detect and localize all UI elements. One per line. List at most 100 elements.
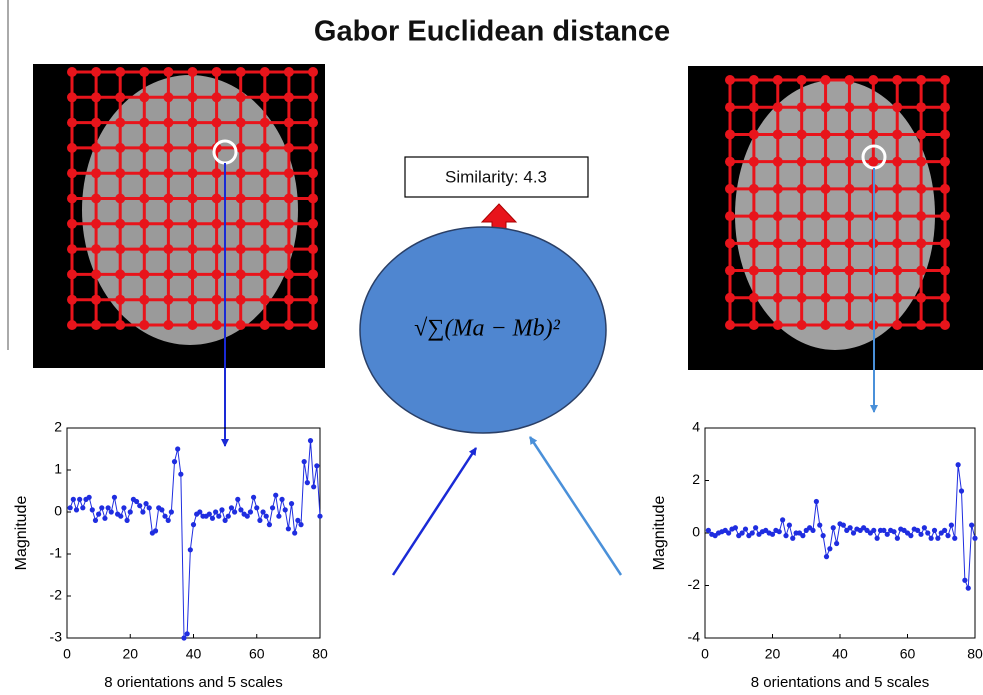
point — [80, 505, 86, 511]
grid-node — [772, 129, 783, 140]
grid-node — [892, 75, 903, 85]
grid-node — [725, 320, 735, 330]
point — [152, 528, 159, 534]
grid-node — [235, 269, 246, 280]
point — [209, 515, 216, 521]
grid-node — [163, 168, 174, 179]
grid-node — [748, 238, 759, 249]
y-tick-label: -3 — [50, 629, 63, 645]
x-tick-label: 80 — [312, 646, 328, 662]
grid-node — [235, 117, 246, 128]
grid-node — [283, 117, 294, 128]
grid-node — [916, 238, 927, 249]
grid-node — [259, 218, 270, 229]
point — [790, 535, 796, 541]
grid-node — [748, 320, 759, 330]
grid-node — [139, 193, 150, 204]
point — [925, 530, 931, 536]
grid-node — [820, 102, 831, 113]
grid-node — [91, 67, 102, 77]
grid-node — [91, 168, 102, 179]
grid-node — [163, 244, 174, 255]
grid-node — [211, 244, 222, 255]
grid-node — [115, 142, 126, 153]
grid-node — [259, 294, 270, 305]
point — [159, 507, 165, 513]
grid-node — [283, 218, 294, 229]
point — [891, 529, 897, 535]
grid-node — [940, 211, 950, 222]
grid-node — [67, 294, 77, 305]
point — [70, 496, 76, 502]
grid-node — [211, 294, 222, 305]
grid-node — [308, 117, 318, 128]
point — [190, 522, 197, 528]
grid-node — [283, 193, 294, 204]
grid-node — [163, 320, 174, 330]
y-tick-label: -1 — [50, 545, 63, 561]
x-tick-label: 0 — [63, 646, 71, 662]
grid-node — [283, 168, 294, 179]
point — [178, 471, 184, 477]
grid-node — [259, 193, 270, 204]
grid-node — [283, 92, 294, 103]
grid-node — [916, 211, 927, 222]
title: Gabor Euclidean distance — [314, 16, 670, 48]
grid-node — [940, 292, 950, 303]
point — [111, 494, 118, 500]
grid-node — [308, 142, 318, 153]
point — [143, 501, 149, 507]
point — [958, 488, 965, 494]
point — [847, 525, 853, 531]
grid-node — [187, 269, 198, 280]
grid-node — [67, 142, 77, 153]
grid-node — [139, 92, 150, 103]
point — [769, 531, 776, 537]
grid-node — [67, 218, 77, 229]
point — [834, 540, 840, 547]
grid-node — [211, 269, 222, 280]
point — [257, 517, 263, 524]
point — [213, 509, 219, 515]
grid-node — [163, 218, 174, 229]
grid-node — [91, 269, 102, 280]
grid-node — [844, 211, 855, 222]
point — [288, 501, 295, 507]
point — [171, 459, 178, 465]
grid-node — [91, 92, 102, 103]
point — [965, 585, 971, 591]
point — [955, 462, 961, 468]
grid-node — [139, 269, 150, 280]
point — [749, 530, 755, 536]
x-tick-label: 20 — [765, 646, 781, 662]
grid-node — [259, 67, 270, 77]
grid-node — [91, 244, 102, 255]
grid-node — [772, 320, 783, 330]
grid-node — [725, 129, 735, 140]
grid-node — [187, 117, 198, 128]
grid-node — [187, 320, 198, 330]
grid-node — [796, 292, 807, 303]
point — [962, 577, 968, 583]
point — [96, 511, 102, 517]
grid-node — [916, 156, 927, 167]
point — [945, 533, 951, 539]
grid-node — [844, 320, 855, 330]
y-tick-label: 4 — [692, 419, 700, 435]
grid-node — [844, 75, 855, 85]
grid-node — [940, 102, 950, 113]
point — [263, 513, 269, 519]
grid-node — [308, 168, 318, 179]
point — [102, 515, 108, 521]
grid-node — [796, 211, 807, 222]
grid-node — [211, 168, 222, 179]
grid-node — [235, 168, 246, 179]
grid-node — [187, 168, 198, 179]
point — [301, 459, 307, 465]
grid-node — [725, 211, 735, 222]
point — [311, 484, 317, 490]
grid-node — [820, 265, 831, 276]
x-tick-label: 60 — [900, 646, 916, 662]
point — [279, 496, 285, 502]
